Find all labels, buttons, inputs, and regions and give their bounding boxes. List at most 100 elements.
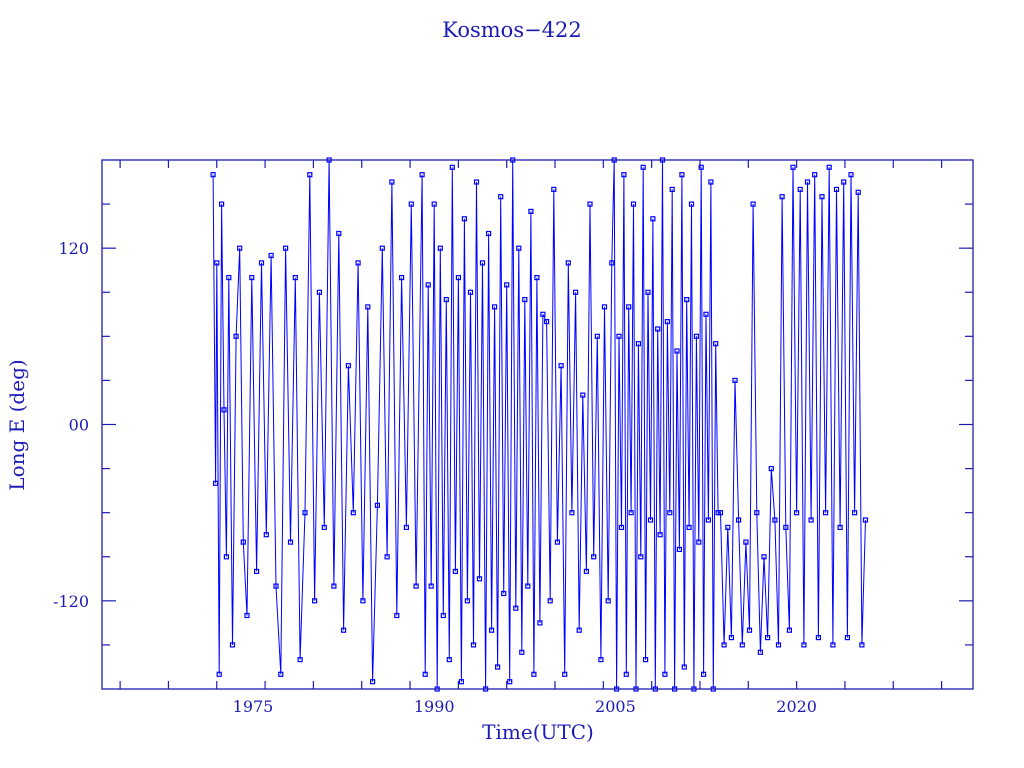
data-point xyxy=(642,656,649,663)
data-point xyxy=(428,583,434,589)
y-axis-label: Long E (deg) xyxy=(5,359,29,490)
data-point xyxy=(616,333,622,339)
data-point xyxy=(862,517,869,523)
data-point xyxy=(844,634,851,641)
data-point xyxy=(713,341,719,347)
data-point xyxy=(775,642,782,648)
data-point xyxy=(640,164,646,170)
x-tick-label: 1990 xyxy=(414,697,455,716)
data-point xyxy=(783,524,789,531)
data-point xyxy=(657,532,663,538)
data-point xyxy=(594,333,600,339)
data-point xyxy=(565,260,571,266)
data-point xyxy=(772,517,778,523)
data-point xyxy=(312,598,318,604)
data-point xyxy=(240,539,246,545)
data-point xyxy=(403,524,409,531)
data-point xyxy=(440,612,446,619)
data-point xyxy=(408,201,414,207)
x-tick-label: 1975 xyxy=(233,697,274,716)
data-point xyxy=(244,612,250,619)
data-point xyxy=(504,282,510,288)
data-point xyxy=(531,671,537,677)
data-point xyxy=(486,230,492,237)
data-point xyxy=(214,260,220,266)
data-point xyxy=(638,554,644,560)
data-point xyxy=(254,568,260,575)
data-point xyxy=(470,642,477,648)
data-point xyxy=(609,260,615,266)
data-point xyxy=(389,179,395,185)
data-point xyxy=(522,297,528,303)
data-point xyxy=(684,297,690,303)
data-point xyxy=(292,275,298,281)
data-point xyxy=(761,554,767,560)
data-point xyxy=(754,510,760,516)
data-point xyxy=(764,634,771,641)
data-point xyxy=(543,319,550,325)
data-point xyxy=(833,186,840,192)
data-point xyxy=(562,671,568,677)
y-tick-label: 00 xyxy=(69,416,89,435)
data-point xyxy=(345,363,351,369)
data-point xyxy=(413,583,419,589)
data-point xyxy=(635,341,642,347)
data-point xyxy=(452,568,458,575)
data-point xyxy=(458,679,464,685)
data-point xyxy=(425,282,431,288)
data-point xyxy=(655,326,661,332)
data-point xyxy=(757,649,764,655)
data-point xyxy=(786,627,793,633)
data-point xyxy=(812,172,818,178)
data-point xyxy=(384,554,390,560)
data-point xyxy=(628,510,634,516)
data-point xyxy=(446,656,452,663)
data-point xyxy=(336,230,342,237)
data-point xyxy=(540,311,546,317)
data-point xyxy=(473,179,480,185)
data-point xyxy=(233,333,239,339)
data-point xyxy=(621,172,627,178)
data-point xyxy=(739,642,745,648)
data-point xyxy=(507,679,513,685)
data-point xyxy=(213,480,219,486)
series-longitude xyxy=(210,157,869,692)
data-point xyxy=(618,524,625,531)
data-point xyxy=(476,576,483,582)
data-point xyxy=(801,642,807,648)
data-point xyxy=(554,539,561,545)
data-point xyxy=(605,598,611,604)
data-point xyxy=(379,245,385,251)
data-point xyxy=(341,627,347,633)
data-point xyxy=(226,275,232,281)
data-point xyxy=(830,642,836,648)
data-point xyxy=(848,172,854,178)
data-point xyxy=(302,510,308,516)
data-point xyxy=(851,510,858,516)
data-point xyxy=(297,656,303,663)
data-point xyxy=(576,627,582,633)
y-tick-label: 120 xyxy=(58,239,89,258)
data-point xyxy=(728,634,735,641)
data-point xyxy=(263,532,269,538)
data-point xyxy=(725,524,731,531)
data-point xyxy=(703,311,709,317)
data-point xyxy=(826,164,832,170)
data-point xyxy=(495,664,501,670)
x-axis-label: Time(UTC) xyxy=(482,720,594,744)
data-point xyxy=(705,517,712,523)
data-point xyxy=(479,260,486,266)
data-point xyxy=(645,289,651,295)
data-point xyxy=(688,201,695,207)
tick-labels: 120 00 -120 1975 1990 2005 2020 xyxy=(53,239,817,716)
data-point xyxy=(664,319,671,325)
data-point xyxy=(721,642,727,648)
x-tick-label: 2020 xyxy=(776,697,817,716)
data-point xyxy=(221,407,227,413)
data-point xyxy=(700,671,707,677)
data-point xyxy=(498,194,504,200)
data-point xyxy=(583,568,590,575)
data-point xyxy=(790,164,796,170)
data-point xyxy=(681,664,687,670)
data-point xyxy=(779,194,785,200)
